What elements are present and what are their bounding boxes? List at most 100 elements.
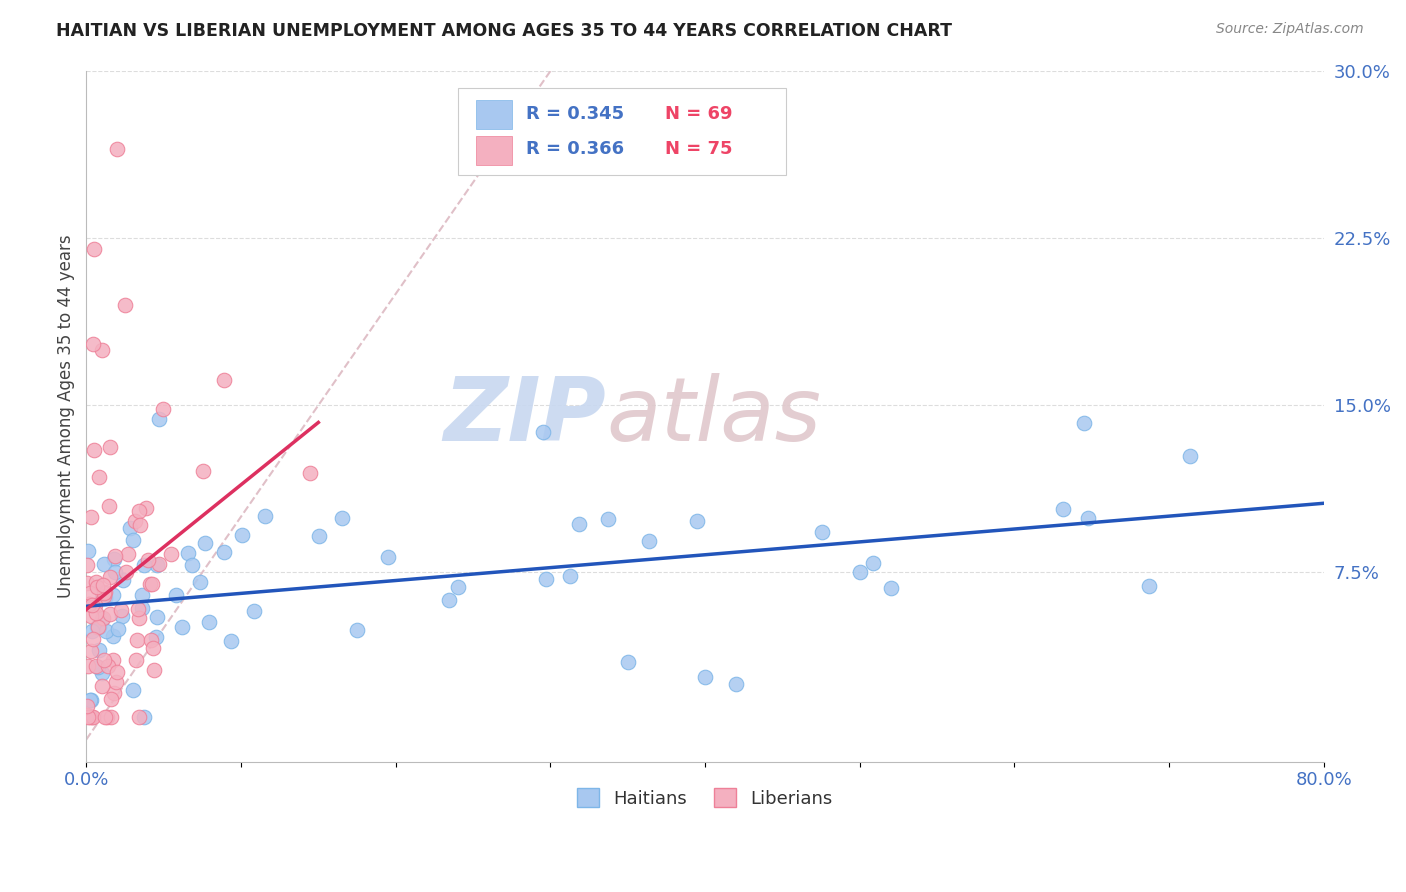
Text: Source: ZipAtlas.com: Source: ZipAtlas.com [1216,22,1364,37]
Point [177,546,200,560]
Point [122,682,145,697]
Point [219,634,242,648]
Point [596,511,619,525]
Point [97,659,120,673]
Point [446,580,468,594]
Point [165,588,187,602]
Point [80,509,103,524]
Point [128,504,150,518]
Point [101,628,124,642]
Point [93,558,115,572]
Point [98,607,121,621]
Point [330,511,353,525]
Point [96,710,118,724]
Point [1073,416,1095,430]
Point [82,336,104,351]
Point [105,665,128,679]
Text: atlas: atlas [606,374,821,459]
Point [86,620,108,634]
Text: N = 69: N = 69 [665,105,733,123]
Point [82,632,104,646]
Point [160,547,183,561]
Point [377,550,399,565]
Text: ZIP: ZIP [443,373,606,460]
Point [84,574,107,589]
Point [98,440,121,454]
Point [132,710,155,724]
Point [616,655,638,669]
Point [94,591,117,605]
Point [142,663,165,677]
Point [114,298,136,312]
Point [84,606,107,620]
FancyBboxPatch shape [477,100,512,129]
Point [105,142,128,156]
Point [91,610,114,624]
Point [98,570,121,584]
Point [117,548,139,562]
Point [107,622,129,636]
Point [77,544,100,558]
Point [76,708,98,723]
Point [560,568,582,582]
Point [103,552,125,566]
Point [136,552,159,566]
Point [91,612,114,626]
Y-axis label: Unemployment Among Ages 35 to 44 years: Unemployment Among Ages 35 to 44 years [58,235,75,599]
Point [308,529,330,543]
Point [693,670,716,684]
Point [128,517,150,532]
Point [152,402,174,417]
Point [82,710,104,724]
Point [536,572,558,586]
Point [94,710,117,724]
Point [96,624,118,639]
Point [128,611,150,625]
Point [110,608,132,623]
Point [90,665,112,680]
Point [1077,511,1099,525]
Point [231,527,253,541]
Point [101,653,124,667]
Point [89,643,111,657]
Point [87,469,110,483]
Point [214,545,236,559]
Point [141,632,163,647]
Point [131,588,153,602]
Point [181,558,204,573]
Point [128,710,150,724]
Point [131,601,153,615]
Point [86,620,108,634]
Text: R = 0.366: R = 0.366 [526,140,624,158]
Point [243,603,266,617]
Point [139,577,162,591]
Point [104,565,127,579]
Point [87,659,110,673]
Point [80,693,103,707]
Point [1180,449,1202,463]
Point [135,501,157,516]
Point [132,558,155,572]
Point [82,598,104,612]
Point [100,710,122,724]
Point [77,597,100,611]
Point [146,610,169,624]
Point [79,692,101,706]
Point [79,710,101,724]
Point [124,515,146,529]
Point [849,566,872,580]
Point [148,557,170,571]
Point [194,536,217,550]
Point [531,425,554,439]
Point [197,615,219,630]
Point [90,343,112,357]
Point [76,698,98,713]
FancyBboxPatch shape [457,88,786,175]
Point [82,710,104,724]
Point [724,677,747,691]
Point [93,586,115,600]
Point [91,591,114,605]
Point [103,686,125,700]
Point [79,586,101,600]
Point [94,585,117,599]
